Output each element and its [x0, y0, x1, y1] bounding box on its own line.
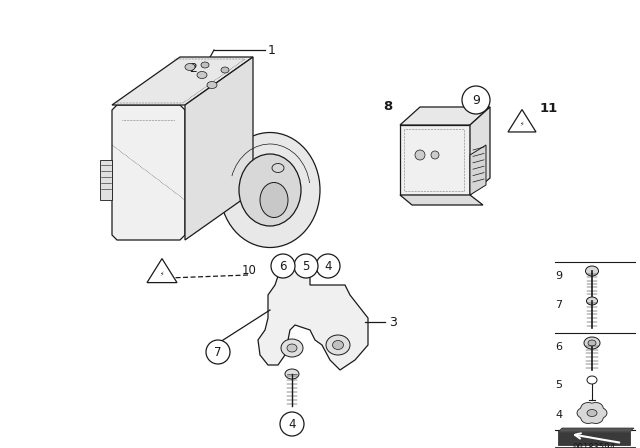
Polygon shape — [112, 105, 185, 240]
Circle shape — [431, 151, 439, 159]
Ellipse shape — [197, 72, 207, 78]
Text: ⚡: ⚡ — [160, 271, 164, 277]
Text: 4: 4 — [324, 259, 332, 272]
Polygon shape — [577, 403, 607, 423]
Polygon shape — [558, 428, 634, 432]
Text: 7: 7 — [214, 345, 221, 358]
Text: 1: 1 — [268, 43, 276, 56]
Ellipse shape — [584, 337, 600, 349]
Polygon shape — [470, 145, 486, 195]
Ellipse shape — [185, 64, 195, 70]
Ellipse shape — [221, 67, 229, 73]
Ellipse shape — [260, 182, 288, 217]
Polygon shape — [100, 160, 112, 200]
Text: 6: 6 — [279, 259, 287, 272]
Polygon shape — [400, 107, 490, 125]
Text: 6: 6 — [556, 342, 563, 352]
Polygon shape — [558, 432, 630, 445]
Text: 00183594: 00183594 — [573, 443, 616, 448]
Ellipse shape — [586, 297, 598, 305]
Polygon shape — [185, 57, 253, 240]
Circle shape — [280, 412, 304, 436]
Text: 2: 2 — [189, 61, 197, 74]
Ellipse shape — [281, 339, 303, 357]
Ellipse shape — [201, 62, 209, 68]
Text: 5: 5 — [302, 259, 310, 272]
Circle shape — [271, 254, 295, 278]
Circle shape — [294, 254, 318, 278]
Circle shape — [316, 254, 340, 278]
Text: 7: 7 — [556, 300, 563, 310]
Polygon shape — [470, 107, 490, 195]
Polygon shape — [508, 110, 536, 132]
Circle shape — [462, 86, 490, 114]
Text: ⚡: ⚡ — [520, 121, 524, 127]
Ellipse shape — [220, 133, 320, 247]
Polygon shape — [112, 57, 253, 105]
Ellipse shape — [588, 340, 596, 346]
Polygon shape — [258, 270, 368, 370]
Circle shape — [206, 340, 230, 364]
Polygon shape — [400, 195, 483, 205]
Ellipse shape — [587, 409, 597, 417]
Circle shape — [415, 150, 425, 160]
Ellipse shape — [285, 369, 299, 379]
Ellipse shape — [287, 344, 297, 352]
Text: 8: 8 — [383, 100, 392, 113]
Ellipse shape — [586, 266, 598, 276]
Text: 4: 4 — [556, 410, 563, 420]
Ellipse shape — [326, 335, 350, 355]
Text: 11: 11 — [540, 102, 558, 115]
Text: 5: 5 — [556, 380, 563, 390]
Text: 9: 9 — [472, 94, 480, 107]
Polygon shape — [147, 258, 177, 283]
Text: 3: 3 — [389, 315, 397, 328]
Polygon shape — [400, 125, 470, 195]
Text: 4: 4 — [288, 418, 296, 431]
Ellipse shape — [333, 340, 344, 349]
Ellipse shape — [207, 82, 217, 89]
Text: 10: 10 — [242, 263, 257, 276]
Ellipse shape — [239, 154, 301, 226]
Text: 9: 9 — [556, 271, 563, 281]
